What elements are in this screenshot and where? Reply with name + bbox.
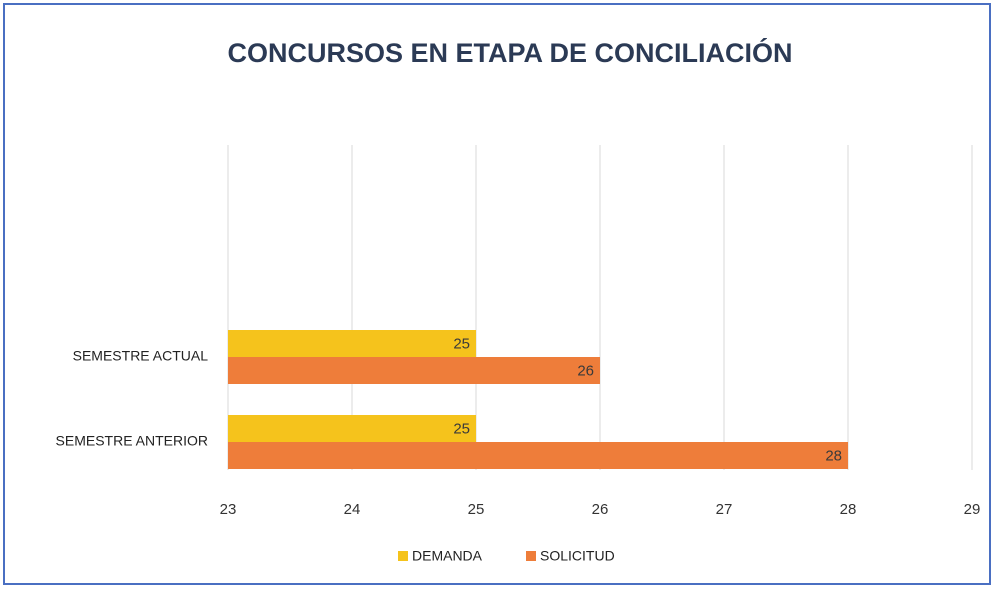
legend-label: SOLICITUD bbox=[540, 548, 615, 564]
legend-swatch bbox=[398, 551, 408, 561]
data-label: 26 bbox=[577, 362, 594, 379]
legend-swatch bbox=[526, 551, 536, 561]
x-tick-label: 26 bbox=[592, 501, 609, 518]
data-label: 25 bbox=[453, 420, 470, 437]
y-tick-label: SEMESTRE ANTERIOR bbox=[56, 433, 208, 449]
x-tick-label: 23 bbox=[220, 501, 237, 518]
x-tick-label: 29 bbox=[964, 501, 981, 518]
bar bbox=[228, 357, 600, 384]
bar bbox=[228, 442, 848, 469]
x-tick-label: 24 bbox=[344, 501, 361, 518]
x-tick-label: 25 bbox=[468, 501, 485, 518]
data-label: 25 bbox=[453, 335, 470, 352]
bar bbox=[228, 415, 476, 442]
chart-border bbox=[3, 3, 991, 585]
x-tick-label: 27 bbox=[716, 501, 733, 518]
y-tick-label: SEMESTRE ACTUAL bbox=[73, 348, 209, 364]
data-label: 28 bbox=[825, 447, 842, 464]
bar bbox=[228, 330, 476, 357]
legend-label: DEMANDA bbox=[412, 548, 483, 564]
x-tick-label: 28 bbox=[840, 501, 857, 518]
chart-title: CONCURSOS EN ETAPA DE CONCILIACIÓN bbox=[227, 37, 792, 68]
